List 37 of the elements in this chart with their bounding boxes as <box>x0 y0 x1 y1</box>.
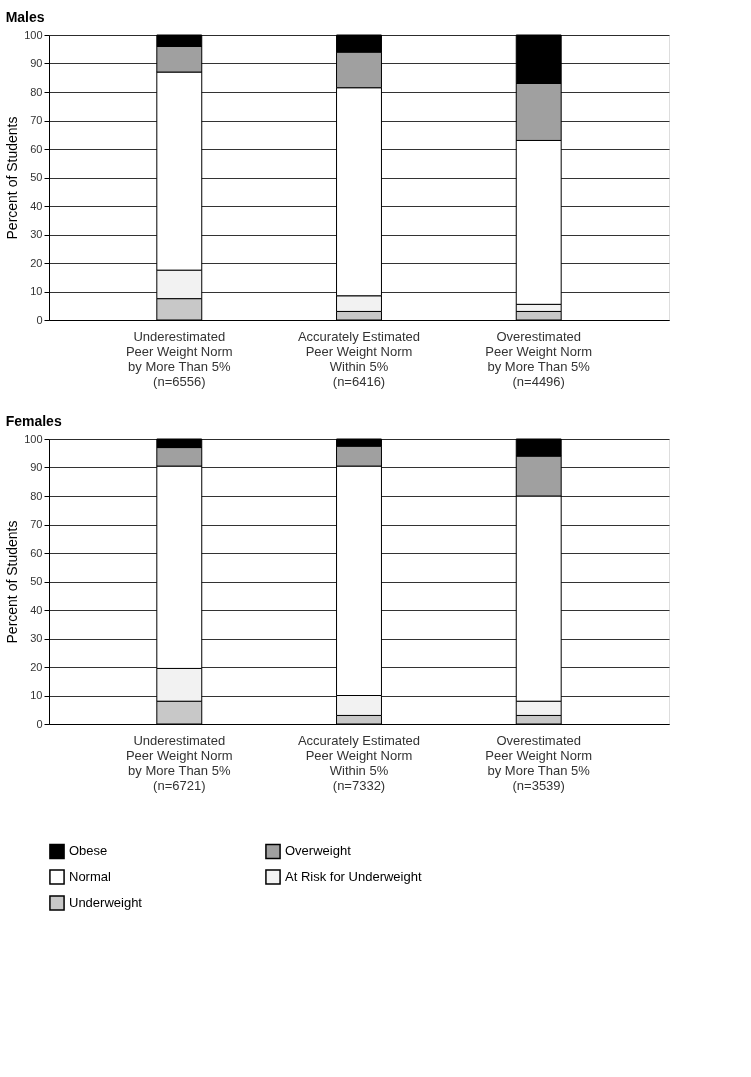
y-tick-label: 10 <box>30 285 43 297</box>
y-tick-label: 100 <box>24 432 43 445</box>
x-tick-label: Accurately Estimated Peer Weight Norm Within 5% (n=6416) <box>297 328 421 389</box>
y-tick-label: 80 <box>30 85 43 98</box>
y-tick-label: 20 <box>30 660 43 673</box>
x-tick-label: Overestimated Peer Weight Norm by More Than 5% (n=4496) <box>485 328 593 389</box>
y-tick-label: 10 <box>30 689 43 701</box>
legend-label: At Risk for Underweight <box>285 869 422 884</box>
y-tick-label: 50 <box>30 575 43 587</box>
y-tick-label: 0 <box>36 717 43 730</box>
y-tick-label: 70 <box>30 518 43 530</box>
y-tick-label: 20 <box>30 256 43 269</box>
legend-label: Overweight <box>285 843 352 859</box>
legend-label: Normal <box>69 869 112 884</box>
legend-label: Obese <box>69 843 108 859</box>
x-tick-label: Overestimated Peer Weight Norm by More Than 5% (n=3539) <box>485 732 593 793</box>
y-axis-title: Percent of Students <box>4 520 21 644</box>
y-tick-label: 50 <box>30 171 43 183</box>
x-tick-label: Accurately Estimated Peer Weight Norm Within 5% (n=7332) <box>297 732 421 793</box>
y-tick-label: 60 <box>30 546 43 559</box>
y-tick-label: 80 <box>30 489 43 502</box>
legend-label: Underweight <box>69 895 143 910</box>
chart-title: Females <box>5 413 62 429</box>
y-tick-label: 100 <box>24 28 43 41</box>
y-tick-label: 30 <box>30 632 43 644</box>
y-tick-label: 90 <box>30 461 43 473</box>
x-tick-label: Underestimated Peer Weight Norm by More Than 5% (n=6556) <box>125 328 233 389</box>
y-tick-label: 40 <box>30 603 43 616</box>
y-tick-label: 40 <box>30 199 43 212</box>
chart-title: Males <box>5 9 45 25</box>
y-tick-label: 90 <box>30 57 43 69</box>
y-axis-title: Percent of Students <box>4 116 21 240</box>
y-tick-label: 30 <box>30 228 43 240</box>
y-tick-label: 70 <box>30 114 43 126</box>
y-tick-label: 60 <box>30 142 43 155</box>
y-tick-label: 0 <box>36 313 43 326</box>
x-tick-label: Underestimated Peer Weight Norm by More Than 5% (n=6721) <box>125 732 233 793</box>
